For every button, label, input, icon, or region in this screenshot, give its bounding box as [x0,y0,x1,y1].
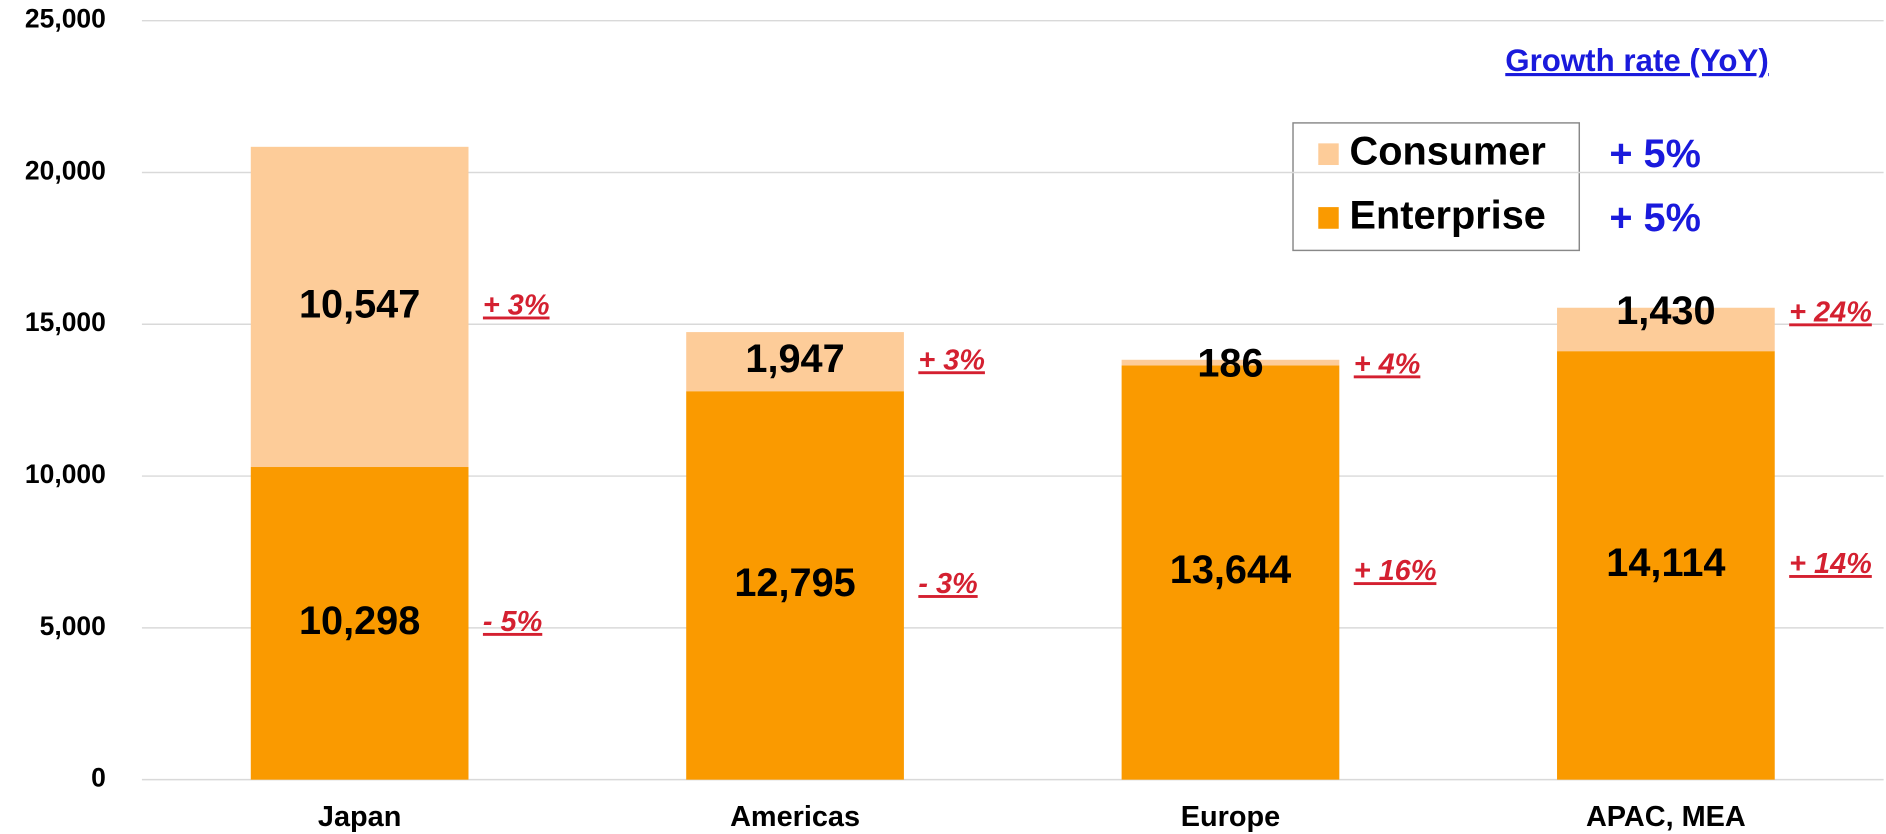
legend-growth: + 5% [1609,132,1701,176]
legend-growth: + 5% [1609,196,1701,240]
bar-segment [1121,359,1340,366]
x-tick-label: Americas [730,801,860,833]
growth-label: + 3% [483,290,550,322]
growth-label: - 3% [918,568,977,600]
legend-swatch [1318,143,1339,166]
growth-label: + 3% [918,344,985,376]
value-label: 1,430 [1616,289,1715,333]
legend-swatch [1318,207,1339,229]
x-tick-label: Japan [318,801,401,833]
growth-title: Growth rate (YoY) [1505,43,1768,78]
value-label: 14,114 [1606,541,1725,585]
bar-segment [1121,365,1340,780]
growth-label: - 5% [483,606,542,638]
value-label: 10,298 [299,599,420,643]
growth-label: + 14% [1789,548,1872,580]
y-tick-label: 0 [91,763,106,793]
legend-box [1292,122,1581,252]
y-tick-label: 20,000 [25,155,106,185]
value-label: 12,795 [734,561,855,605]
growth-label: + 4% [1354,348,1421,380]
x-tick-label: Europe [1181,801,1280,833]
value-label: 186 [1197,341,1263,385]
bar-segment [686,391,904,780]
y-tick-label: 25,000 [25,4,106,34]
y-tick-label: 5,000 [40,611,106,641]
value-label: 13,644 [1170,548,1291,592]
growth-label: + 24% [1789,296,1872,328]
bar-segment [686,332,904,392]
bar-segment [1557,351,1775,780]
legend-label: Consumer [1350,130,1546,174]
growth-label: + 16% [1354,555,1437,587]
y-tick-label: 10,000 [25,459,106,489]
bar-segment [250,467,469,780]
value-label: 10,547 [299,282,420,326]
y-tick-label: 15,000 [25,307,106,337]
x-tick-label: APAC, MEA [1586,801,1746,833]
value-label: 1,947 [745,337,844,381]
legend-label: Enterprise [1350,193,1546,237]
bar-segment [250,146,469,468]
bar-segment [1557,307,1775,352]
